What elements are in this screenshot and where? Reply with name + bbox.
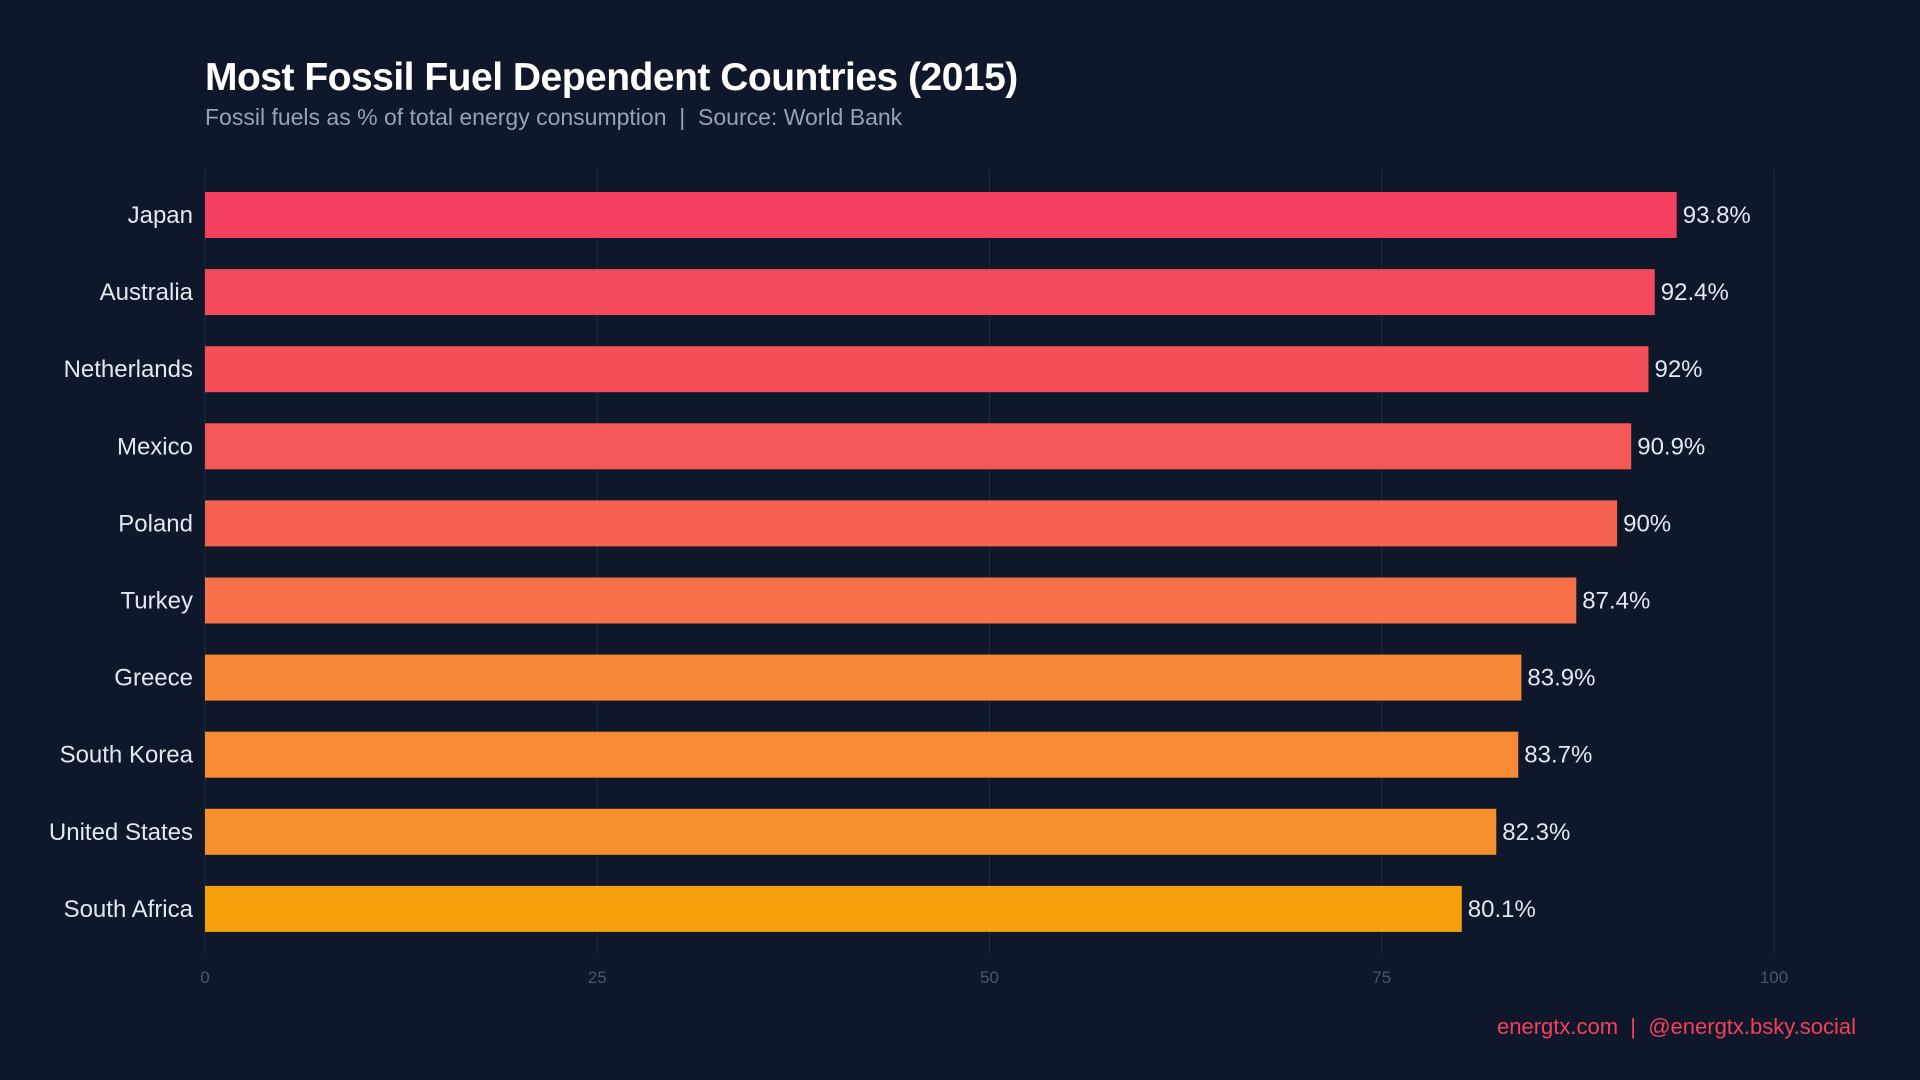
data-label: 82.3%: [1502, 819, 1570, 846]
chart-subtitle: Fossil fuels as % of total energy consum…: [205, 104, 903, 130]
data-label: 87.4%: [1582, 588, 1650, 615]
data-label: 93.8%: [1683, 202, 1751, 229]
data-label: 90.9%: [1637, 433, 1705, 460]
category-label: South Korea: [60, 742, 194, 769]
category-label: Turkey: [121, 588, 193, 615]
bar: [205, 500, 1618, 547]
bar: [205, 808, 1497, 855]
chart-title: Most Fossil Fuel Dependent Countries (20…: [205, 56, 1018, 99]
category-label: United States: [49, 819, 193, 846]
bar: [205, 423, 1632, 470]
category-label: Poland: [118, 510, 193, 537]
category-label: Japan: [128, 202, 193, 229]
category-label: Greece: [114, 665, 193, 692]
category-label: Mexico: [117, 433, 193, 460]
data-label: 90%: [1623, 510, 1671, 537]
bar: [205, 577, 1577, 624]
category-label: Australia: [100, 279, 194, 306]
bar: [205, 269, 1655, 316]
data-label: 92.4%: [1661, 279, 1729, 306]
category-label: Netherlands: [64, 356, 193, 383]
x-tick-label: 100: [1760, 968, 1788, 987]
data-label: 80.1%: [1468, 896, 1536, 923]
x-tick-label: 0: [200, 968, 209, 987]
data-label: 83.7%: [1524, 742, 1592, 769]
bar: [205, 654, 1522, 701]
category-label: South Africa: [64, 896, 194, 923]
x-tick-label: 25: [588, 968, 607, 987]
bar: [205, 192, 1677, 238]
data-label: 92%: [1654, 356, 1702, 383]
bar: [205, 346, 1649, 393]
x-tick-label: 75: [1372, 968, 1391, 987]
bar: [205, 885, 1462, 932]
footer-credit: energtx.com | @energtx.bsky.social: [1496, 1014, 1856, 1039]
data-label: 83.9%: [1527, 665, 1595, 692]
x-tick-label: 50: [980, 968, 999, 987]
bar: [205, 731, 1519, 778]
